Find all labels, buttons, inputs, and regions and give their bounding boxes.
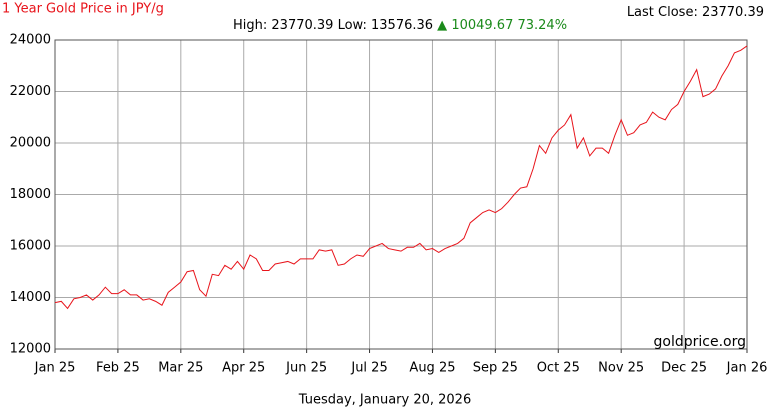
plot-border xyxy=(54,39,748,350)
y-tick-label: 18000 xyxy=(10,187,51,202)
change-percent: 73.24% xyxy=(517,18,567,33)
x-tick-label: Jan 26 xyxy=(726,361,768,376)
y-tick-label: 20000 xyxy=(10,136,51,151)
date-label: Tuesday, January 20, 2026 xyxy=(298,393,471,408)
x-tick-label: Dec 25 xyxy=(661,361,707,376)
x-tick-label: Jan 25 xyxy=(34,361,76,376)
y-tick-label: 14000 xyxy=(10,290,51,305)
x-tick-label: Apr 25 xyxy=(222,361,265,376)
x-tick-label: Nov 25 xyxy=(598,361,644,376)
chart-title: 1 Year Gold Price in JPY/g xyxy=(2,2,164,17)
x-tick-label: Aug 25 xyxy=(409,361,455,376)
high-label: High: xyxy=(233,18,267,33)
x-tick-label: Feb 25 xyxy=(96,361,140,376)
price-line xyxy=(54,45,748,310)
last-close: Last Close: 23770.39 xyxy=(627,5,764,20)
last-close-label: Last Close: xyxy=(627,5,698,20)
low-value: 13576.36 xyxy=(371,18,433,33)
watermark: goldprice.org xyxy=(654,334,746,350)
y-tick-label: 24000 xyxy=(10,33,51,48)
y-tick-label: 12000 xyxy=(10,342,51,357)
x-tick-label: Jun 25 xyxy=(285,361,327,376)
change-arrow: ▲ xyxy=(437,18,447,33)
y-tick-label: 16000 xyxy=(10,239,51,254)
stats-line: High: 23770.39 Low: 13576.36 ▲ 10049.67 … xyxy=(233,18,567,33)
x-tick-label: Mar 25 xyxy=(158,361,203,376)
high-value: 23770.39 xyxy=(271,18,333,33)
x-tick-label: Sep 25 xyxy=(473,361,518,376)
x-tick-label: Jul 25 xyxy=(350,361,387,376)
low-label: Low: xyxy=(338,18,367,33)
last-close-value: 23770.39 xyxy=(702,5,764,20)
x-tick-label: Oct 25 xyxy=(537,361,580,376)
change-value: 10049.67 xyxy=(451,18,513,33)
y-tick-label: 22000 xyxy=(10,84,51,99)
